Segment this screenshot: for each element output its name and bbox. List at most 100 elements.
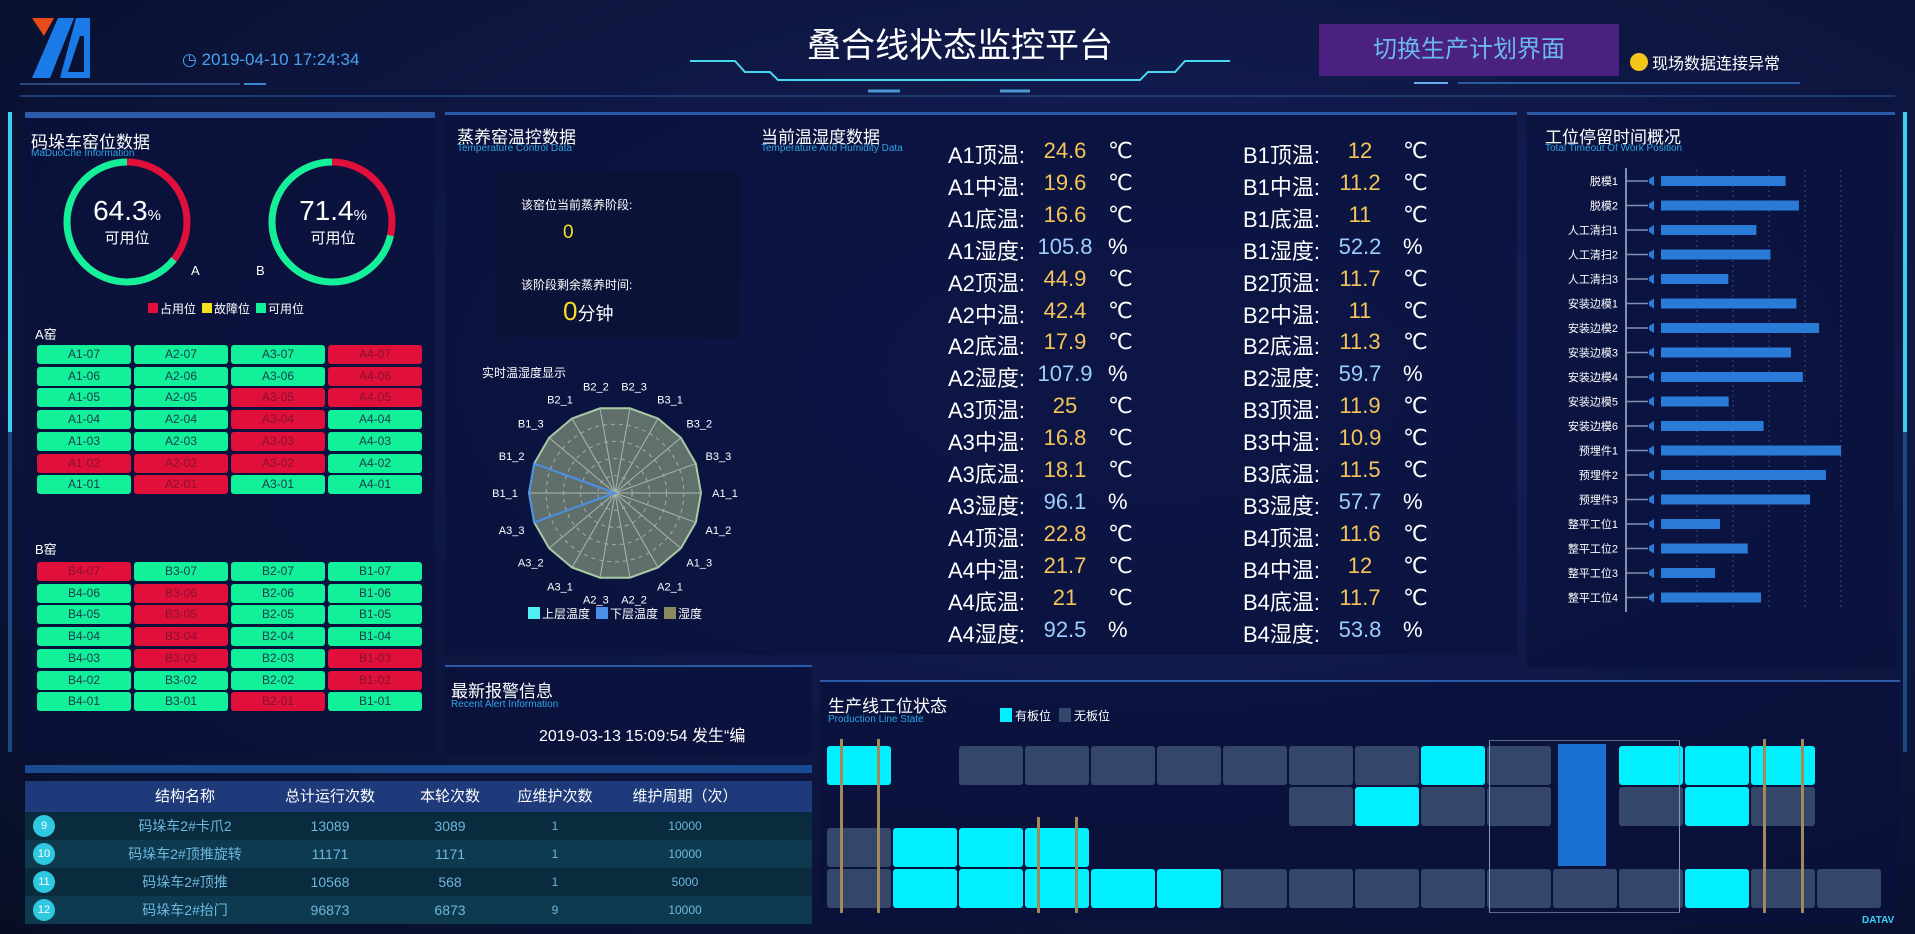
station-occupied[interactable] <box>1025 828 1089 867</box>
kiln-slot[interactable]: B3-06 <box>134 583 228 603</box>
station-occupied[interactable] <box>1685 787 1749 826</box>
station-empty[interactable] <box>1487 746 1551 785</box>
station-occupied[interactable] <box>959 828 1023 867</box>
kiln-slot[interactable]: B3-03 <box>134 648 228 668</box>
left-scrollbar[interactable] <box>8 112 12 752</box>
kiln-slot[interactable]: B1-07 <box>328 562 422 581</box>
station-empty[interactable] <box>1157 746 1221 785</box>
kiln-slot[interactable]: B4-03 <box>37 648 131 668</box>
kiln-slot[interactable]: A1-05 <box>37 388 131 408</box>
station-occupied[interactable] <box>893 828 957 867</box>
kiln-slot[interactable]: A4-03 <box>328 431 422 451</box>
station-occupied[interactable] <box>1421 746 1485 785</box>
station-empty[interactable] <box>959 746 1023 785</box>
kiln-slot[interactable]: B4-01 <box>37 692 131 712</box>
kiln-slot[interactable]: A2-06 <box>134 366 228 386</box>
kiln-slot[interactable]: B1-06 <box>328 583 422 603</box>
kiln-slot[interactable]: A1-06 <box>37 366 131 386</box>
station-empty[interactable] <box>1553 869 1617 908</box>
station-empty[interactable] <box>1421 869 1485 908</box>
kiln-slot[interactable]: B1-02 <box>328 670 422 690</box>
station-occupied[interactable] <box>1685 746 1749 785</box>
kiln-slot[interactable]: A3-06 <box>231 366 325 386</box>
kiln-slot[interactable]: B3-05 <box>134 605 228 625</box>
kiln-slot[interactable]: A2-05 <box>134 388 228 408</box>
station-empty[interactable] <box>1289 746 1353 785</box>
station-empty[interactable] <box>1751 869 1815 908</box>
station-empty[interactable] <box>1487 787 1551 826</box>
kiln-slot[interactable]: B1-04 <box>328 627 422 647</box>
kiln-slot[interactable]: B3-02 <box>134 670 228 690</box>
kiln-slot[interactable]: A1-02 <box>37 453 131 473</box>
kiln-slot[interactable]: A3-04 <box>231 410 325 430</box>
station-occupied[interactable] <box>1025 869 1089 908</box>
station-occupied[interactable] <box>893 869 957 908</box>
station-empty[interactable] <box>1223 746 1287 785</box>
kiln-slot[interactable]: B3-01 <box>134 692 228 712</box>
kiln-slot[interactable]: A1-03 <box>37 431 131 451</box>
kiln-slot[interactable]: A4-02 <box>328 453 422 473</box>
station-empty[interactable] <box>1289 787 1353 826</box>
kiln-slot[interactable]: B1-05 <box>328 605 422 625</box>
station-empty[interactable] <box>1619 869 1683 908</box>
kiln-slot[interactable]: B2-03 <box>231 648 325 668</box>
station-empty[interactable] <box>827 869 891 908</box>
kiln-slot[interactable]: A3-03 <box>231 431 325 451</box>
kiln-slot[interactable]: A4-04 <box>328 410 422 430</box>
kiln-slot[interactable]: A4-06 <box>328 366 422 386</box>
kiln-slot[interactable]: B3-07 <box>134 562 228 581</box>
kiln-slot[interactable]: B2-07 <box>231 562 325 581</box>
station-occupied[interactable] <box>827 746 891 785</box>
kiln-slot[interactable]: B4-05 <box>37 605 131 625</box>
station-empty[interactable] <box>1421 787 1485 826</box>
kiln-slot[interactable]: B2-01 <box>231 692 325 712</box>
kiln-slot[interactable]: B1-01 <box>328 692 422 712</box>
station-empty[interactable] <box>1091 746 1155 785</box>
station-occupied[interactable] <box>959 869 1023 908</box>
station-empty[interactable] <box>827 828 891 867</box>
station-empty[interactable] <box>1355 869 1419 908</box>
kiln-slot[interactable]: A2-02 <box>134 453 228 473</box>
station-occupied[interactable] <box>1619 746 1683 785</box>
kiln-slot[interactable]: B3-04 <box>134 627 228 647</box>
transfer-car[interactable] <box>1558 744 1606 866</box>
kiln-slot[interactable]: A1-01 <box>37 475 131 495</box>
station-occupied[interactable] <box>1091 869 1155 908</box>
station-occupied[interactable] <box>1685 869 1749 908</box>
station-empty[interactable] <box>1751 787 1815 826</box>
kiln-slot[interactable]: B2-05 <box>231 605 325 625</box>
switch-production-plan-button[interactable]: 切换生产计划界面 <box>1319 24 1619 76</box>
station-occupied[interactable] <box>1157 869 1221 908</box>
kiln-slot[interactable]: A3-02 <box>231 453 325 473</box>
kiln-slot[interactable]: A4-05 <box>328 388 422 408</box>
station-occupied[interactable] <box>1355 787 1419 826</box>
kiln-slot[interactable]: B2-06 <box>231 583 325 603</box>
station-empty[interactable] <box>1289 869 1353 908</box>
kiln-slot[interactable]: A2-04 <box>134 410 228 430</box>
kiln-slot[interactable]: B4-02 <box>37 670 131 690</box>
kiln-slot[interactable]: A1-07 <box>37 345 131 364</box>
kiln-slot[interactable]: A2-03 <box>134 431 228 451</box>
kiln-slot[interactable]: A2-07 <box>134 345 228 364</box>
kiln-slot[interactable]: B4-06 <box>37 583 131 603</box>
station-empty[interactable] <box>1817 869 1881 908</box>
station-empty[interactable] <box>1487 869 1551 908</box>
station-occupied[interactable] <box>1751 746 1815 785</box>
kiln-slot[interactable]: B4-07 <box>37 562 131 581</box>
kiln-slot[interactable]: B2-04 <box>231 627 325 647</box>
station-empty[interactable] <box>1223 869 1287 908</box>
station-empty[interactable] <box>1025 746 1089 785</box>
kiln-slot[interactable]: A1-04 <box>37 410 131 430</box>
kiln-slot[interactable]: A4-01 <box>328 475 422 495</box>
kiln-slot[interactable]: A4-07 <box>328 345 422 364</box>
kiln-slot[interactable]: B2-02 <box>231 670 325 690</box>
station-empty[interactable] <box>1355 746 1419 785</box>
kiln-slot[interactable]: A2-01 <box>134 475 228 495</box>
right-scrollbar[interactable] <box>1903 112 1907 752</box>
station-empty[interactable] <box>1619 787 1683 826</box>
kiln-slot[interactable]: A3-01 <box>231 475 325 495</box>
kiln-slot[interactable]: A3-07 <box>231 345 325 364</box>
kiln-slot[interactable]: B1-03 <box>328 648 422 668</box>
kiln-slot[interactable]: A3-05 <box>231 388 325 408</box>
kiln-slot[interactable]: B4-04 <box>37 627 131 647</box>
